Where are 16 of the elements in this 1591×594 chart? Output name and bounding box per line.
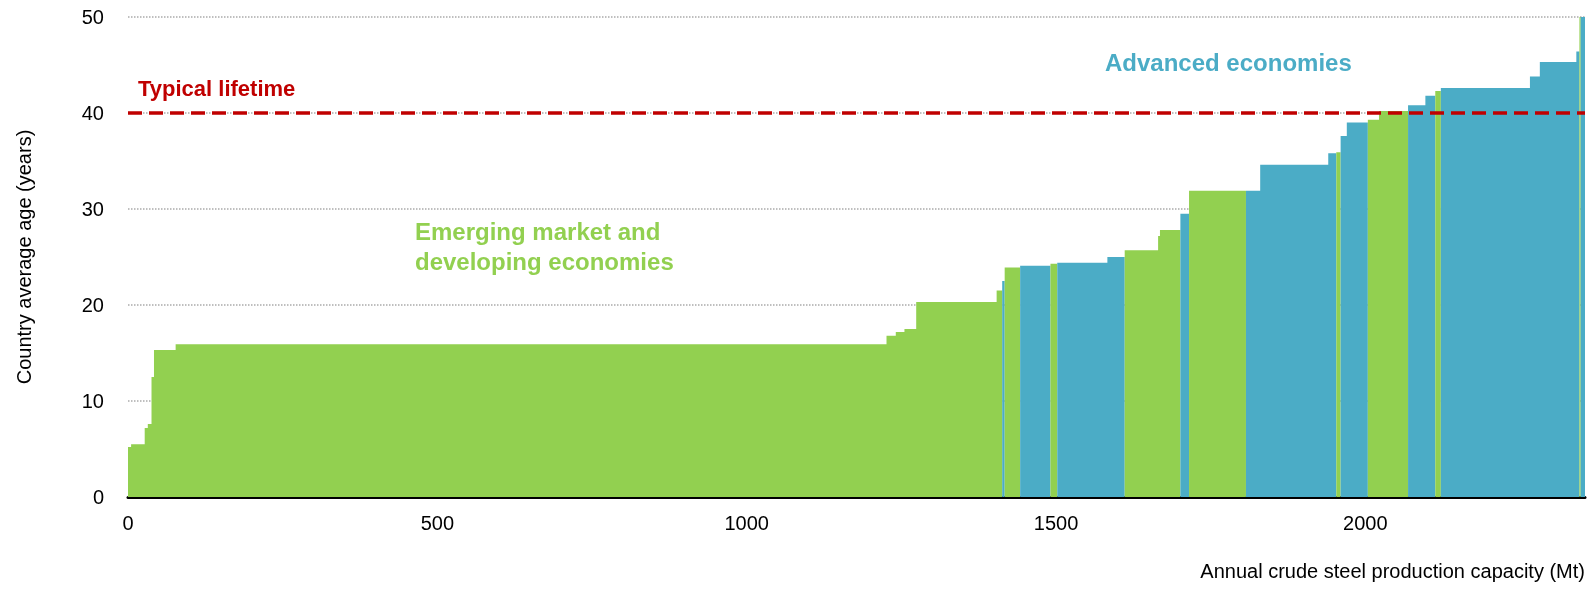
x-tick-label: 500 [420, 512, 455, 534]
y-tick-label: 20 [81, 294, 104, 316]
y-axis-title: Country average age (years) [13, 129, 35, 385]
y-tick-label: 10 [81, 390, 104, 412]
x-axis-title: Annual crude steel production capacity (Mt) [1200, 560, 1585, 582]
x-tick-label: 2000 [1343, 512, 1388, 534]
text: Advanced economies [1105, 48, 1352, 76]
y-tick-label: 30 [81, 198, 104, 220]
y-tick-label: 0 [92, 486, 104, 508]
y-tick-label: 40 [81, 102, 104, 124]
y-tick-label: 50 [81, 6, 104, 28]
ref-line-label: Typical lifetime [138, 75, 296, 101]
text: Emerging market and developing economies [415, 217, 674, 275]
x-tick-label: 0 [122, 512, 134, 534]
x-tick-label: 1000 [724, 512, 769, 534]
x-tick-label: 1500 [1033, 512, 1079, 534]
